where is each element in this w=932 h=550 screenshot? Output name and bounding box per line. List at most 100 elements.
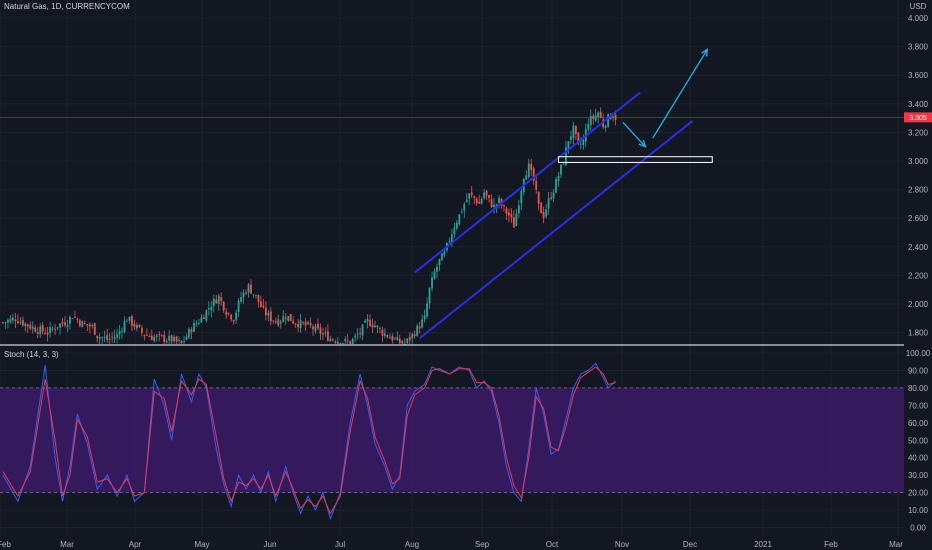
candle-body (4, 322, 7, 324)
candle-body (391, 335, 394, 341)
stoch-line-k (2, 362, 616, 521)
candle-body (460, 211, 463, 213)
candle-body (242, 292, 245, 298)
price-axis[interactable]: 4.000 3.800 3.600 3.400 3.200 3.000 2.800 2.600… (908, 14, 929, 338)
candles[interactable] (2, 107, 617, 345)
candle-body (64, 322, 66, 326)
candle-body (369, 319, 371, 327)
candle-body (220, 297, 223, 301)
candle-body (530, 163, 533, 170)
candle-body (123, 321, 126, 333)
time-axis[interactable]: Feb Mar Apr May Jun Jul Aug Sep Oct Nov Dec 2021 Feb… (0, 540, 903, 549)
candle-body (148, 336, 151, 338)
candle-body (200, 317, 203, 323)
candle-body (81, 321, 84, 328)
candle-body (49, 327, 52, 334)
candle-body (587, 124, 590, 130)
symbol-title[interactable]: Natural Gas, 1D, CURRENCYCOM (4, 2, 130, 11)
candle-body (572, 125, 575, 139)
candle-body (607, 114, 610, 127)
candle-body (398, 338, 401, 343)
candle-body (319, 327, 322, 334)
stoch-tick-label: 100.00 (906, 349, 931, 358)
candle-body (237, 300, 240, 313)
candle-body (307, 322, 309, 324)
candle-body (381, 329, 384, 336)
candle-body (498, 197, 500, 204)
price-tick-label: 3.400 (908, 100, 929, 109)
candle-body (473, 196, 476, 198)
candle-body (582, 139, 585, 145)
candle-body (416, 325, 419, 336)
candle-body (418, 326, 421, 329)
candle-body (470, 192, 473, 196)
candle-body (495, 204, 498, 207)
price-scale-bg[interactable] (904, 0, 932, 550)
candle-body (517, 205, 520, 214)
candle-body (326, 331, 329, 341)
candle-body (545, 209, 548, 217)
candle-body (374, 325, 376, 328)
candle-body (431, 277, 433, 289)
candle-body (396, 337, 399, 341)
candle-body (329, 338, 332, 342)
stoch-tick-label: 80.00 (908, 384, 929, 393)
candle-body (455, 222, 458, 229)
candle-body (356, 334, 359, 336)
candle-body (118, 331, 121, 335)
stoch-legend[interactable]: Stoch (14, 3, 3) (4, 350, 59, 359)
candle-body (532, 168, 535, 181)
candle-body (552, 192, 555, 199)
candle-body (453, 227, 456, 235)
arrow-up-head (701, 48, 709, 57)
candle-body (255, 294, 257, 296)
candle-body (98, 337, 101, 339)
drawings[interactable] (414, 48, 713, 340)
candle-body (443, 251, 446, 256)
candle-body (344, 338, 347, 342)
candle-body (403, 343, 406, 345)
candle-body (567, 141, 570, 149)
candle-body (411, 333, 414, 339)
candle-body (560, 164, 562, 175)
candle-body (78, 320, 81, 326)
stoch-band (0, 387, 904, 493)
candle-body (309, 323, 312, 326)
stoch-axis[interactable]: 100.00 90.00 80.00 70.00 60.00 50.00 40.00 30.0… (906, 349, 931, 533)
candle-body (121, 330, 123, 332)
candle-body (594, 115, 597, 121)
candle-body (441, 253, 443, 261)
x-tick-label: Sep (475, 540, 490, 549)
candle-body (150, 335, 153, 341)
candle-body (111, 336, 114, 338)
candle-body (262, 305, 265, 308)
candle-body (317, 323, 319, 329)
price-badge: 3.305 (904, 112, 932, 123)
candle-body (294, 323, 297, 325)
candle-body (269, 311, 272, 322)
candle-body (555, 179, 557, 193)
candle-body (222, 301, 225, 311)
candle-body (465, 199, 468, 203)
candle-body (158, 333, 161, 335)
candle-body (76, 319, 79, 320)
candle-body (557, 175, 560, 182)
candle-body (468, 193, 471, 200)
candle-body (178, 340, 180, 341)
stoch-tick-label: 60.00 (908, 419, 929, 428)
candle-body (436, 266, 438, 272)
candle-body (527, 163, 530, 178)
candle-body (217, 295, 220, 304)
candle-body (235, 312, 238, 321)
candle-body (88, 324, 91, 327)
candle-body (393, 338, 396, 340)
candle-body (292, 320, 295, 324)
x-tick-label: Nov (615, 540, 629, 549)
candle-body (59, 323, 61, 328)
candle-body (322, 333, 324, 335)
candle-body (163, 334, 166, 342)
candle-body (185, 336, 188, 340)
candle-body (376, 325, 379, 328)
candle-body (579, 143, 582, 145)
